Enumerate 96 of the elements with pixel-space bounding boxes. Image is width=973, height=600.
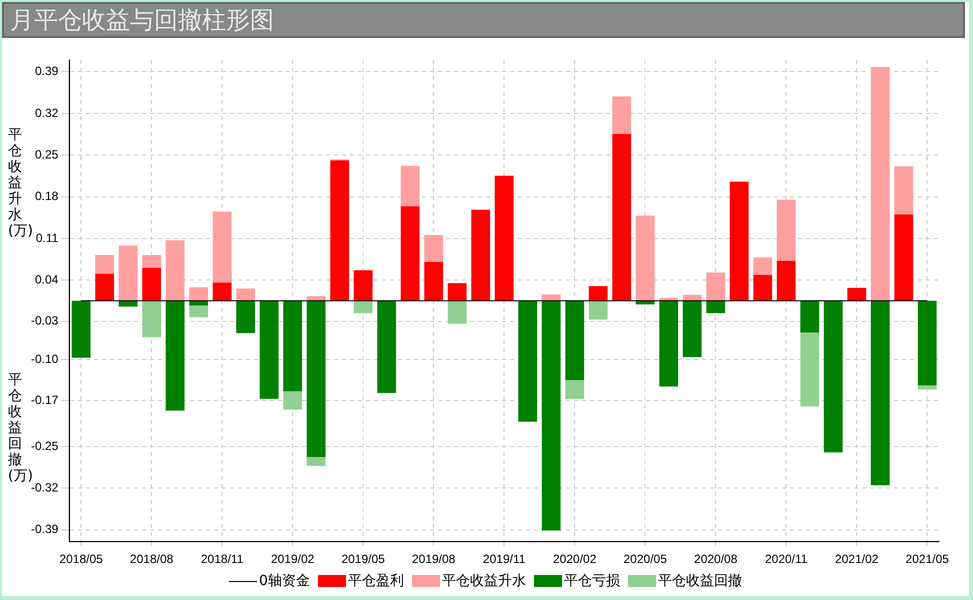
bar — [894, 214, 914, 301]
bar — [918, 300, 937, 386]
y-tick-label: 0.32 — [34, 106, 59, 120]
bar — [518, 300, 538, 422]
bar — [612, 96, 632, 134]
bar — [612, 134, 632, 301]
x-tick-label: 2019/02 — [270, 552, 315, 566]
bar — [306, 300, 326, 458]
bar — [142, 254, 162, 268]
y-tick-label: 0.04 — [34, 272, 59, 287]
bar — [682, 300, 702, 358]
bar — [354, 300, 373, 314]
y-tick-label: -0.17 — [30, 392, 59, 407]
bar — [424, 262, 444, 301]
bar — [166, 240, 185, 301]
bar — [142, 268, 162, 301]
y-tick-label: -0.10 — [30, 352, 59, 366]
bar — [494, 176, 514, 301]
bar — [236, 288, 256, 301]
bar — [682, 294, 702, 301]
bar — [189, 287, 208, 301]
y-tick-label: -0.25 — [30, 438, 59, 453]
bar — [283, 300, 302, 392]
bar — [800, 300, 820, 333]
y-tick-label: -0.32 — [30, 480, 59, 494]
bar — [824, 300, 843, 452]
bar — [377, 300, 396, 394]
bar — [400, 166, 420, 206]
y-tick-label: -0.39 — [30, 522, 59, 536]
bar — [306, 296, 326, 301]
bar — [236, 300, 256, 334]
bar — [212, 212, 232, 283]
bar — [730, 182, 749, 301]
legend-label: 平仓盈利 — [348, 573, 404, 589]
x-tick-label: 2020/02 — [552, 552, 597, 566]
legend-label: 平仓收益回撤 — [658, 573, 742, 589]
bar — [847, 288, 866, 301]
bar — [588, 286, 608, 301]
bar — [565, 300, 584, 380]
bar — [471, 210, 490, 301]
y-tick-label: -0.03 — [30, 314, 59, 328]
bar — [283, 391, 302, 410]
bar — [212, 282, 232, 301]
legend-label: 平仓收益升水 — [442, 573, 526, 589]
x-tick-label: 2020/05 — [624, 552, 668, 566]
bar — [424, 235, 444, 262]
y-tick-label: 0.11 — [36, 230, 59, 245]
y-tick-label: 0.39 — [34, 64, 59, 78]
legend-label: 平仓亏损 — [564, 573, 620, 589]
bar — [118, 246, 138, 301]
bar — [636, 216, 655, 301]
y-axis-title: 平仓收益升水(万) — [8, 127, 33, 239]
x-tick-label: 2021/02 — [835, 552, 879, 566]
bar — [870, 67, 890, 301]
x-tick-label: 2018/05 — [59, 552, 104, 566]
bar — [330, 160, 350, 301]
bar — [95, 274, 114, 301]
bar — [306, 457, 326, 466]
bar — [800, 332, 820, 407]
bar — [448, 283, 467, 301]
bar — [448, 300, 467, 324]
bar — [588, 300, 608, 320]
bar — [142, 300, 162, 338]
bar — [776, 200, 796, 261]
bar — [72, 300, 91, 358]
bar — [542, 294, 561, 301]
x-tick-label: 2018/08 — [130, 552, 174, 566]
bar — [753, 274, 772, 301]
bar — [354, 270, 373, 301]
x-tick-label: 2019/08 — [412, 552, 456, 566]
bar — [706, 300, 726, 314]
x-tick-label: 2020/08 — [694, 552, 738, 566]
y-tick-label: 0.18 — [34, 189, 59, 204]
bar — [189, 306, 208, 318]
x-tick-label: 2018/11 — [200, 552, 244, 566]
chart-title: 月平仓收益与回撤柱形图 — [2, 2, 965, 38]
bar — [260, 300, 279, 399]
x-tick-label: 2020/11 — [764, 552, 808, 566]
bar — [166, 300, 185, 411]
x-tick-label: 2021/05 — [906, 552, 950, 566]
bar — [565, 380, 584, 399]
bar — [753, 257, 772, 275]
text: 平仓收益回撤(万) — [8, 372, 33, 484]
bar — [918, 385, 937, 390]
bar — [870, 300, 890, 486]
y-tick-label: 0.25 — [34, 147, 59, 162]
x-tick-label: 2019/11 — [482, 552, 526, 566]
bar — [659, 300, 678, 387]
x-tick-label: 2019/05 — [341, 552, 386, 566]
bar — [776, 260, 796, 301]
bar — [894, 166, 914, 214]
bar — [400, 206, 420, 301]
bar — [706, 272, 726, 301]
bar — [95, 254, 114, 274]
legend-label: 0轴资金 — [259, 573, 310, 589]
bar — [542, 300, 561, 530]
